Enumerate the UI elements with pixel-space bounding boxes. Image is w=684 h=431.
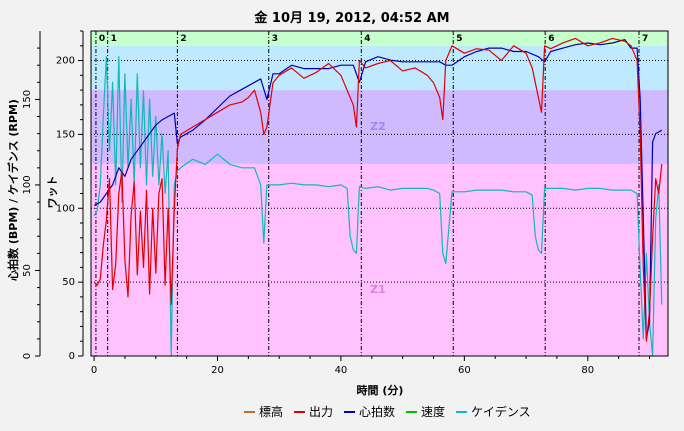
lap-label: 0 — [99, 34, 105, 44]
lap-label: 7 — [642, 34, 648, 44]
x-tick-label: 60 — [458, 365, 471, 376]
y-watts-tick-label: 0 — [69, 351, 75, 362]
zone-label: Z2 — [370, 120, 386, 133]
y-watts-tick-label: 100 — [56, 203, 75, 214]
legend-label: 心拍数 — [359, 404, 395, 419]
x-tick-label: 0 — [91, 365, 97, 376]
y-left-tick-label: 0 — [22, 353, 33, 359]
series-line — [93, 38, 663, 340]
legend-label: 速度 — [421, 404, 445, 419]
x-axis-label: 時間 (分) — [357, 383, 404, 397]
lap-label: 2 — [180, 34, 186, 44]
chart-title: 金 10月 19, 2012, 04:52 AM — [253, 10, 449, 26]
zone-band — [91, 90, 668, 164]
lap-label: 4 — [364, 34, 370, 44]
lap-label: 1 — [111, 34, 117, 44]
y-left-tick-label: 100 — [22, 175, 33, 194]
legend: 標高 出力 心拍数 速度 ケイデンス — [244, 404, 531, 419]
x-tick-label: 80 — [581, 365, 594, 376]
data-series — [93, 37, 663, 357]
y-left-tick-label: 50 — [22, 264, 33, 277]
lap-label: 3 — [272, 34, 278, 44]
y-axis-right-label: ワット — [46, 176, 59, 209]
y-watts-tick-label: 50 — [62, 277, 75, 288]
y-watts-tick-label: 200 — [56, 56, 75, 67]
x-tick-label: 40 — [335, 365, 348, 376]
legend-label: 標高 — [259, 404, 283, 419]
y-watts-tick-label: 150 — [56, 129, 75, 140]
lap-label: 5 — [456, 34, 462, 44]
x-tick-label: 20 — [211, 365, 224, 376]
series-line — [93, 56, 663, 357]
zone-band — [91, 45, 668, 91]
plot-frame — [90, 30, 669, 357]
y-left-tick-label: 150 — [22, 90, 33, 109]
y-axis-left-label: 心拍数 (BPM) / ケイデンス (RPM) — [6, 99, 20, 281]
training-zones: Z1 Z2 — [91, 31, 668, 356]
gridlines — [91, 60, 668, 283]
lap-label: 6 — [548, 34, 554, 44]
zone-band — [91, 31, 668, 46]
legend-label: ケイデンス — [471, 404, 531, 419]
series-line — [93, 37, 663, 342]
legend-label: 出力 — [309, 405, 333, 419]
zone-band — [91, 163, 668, 356]
zone-label: Z1 — [370, 283, 386, 296]
